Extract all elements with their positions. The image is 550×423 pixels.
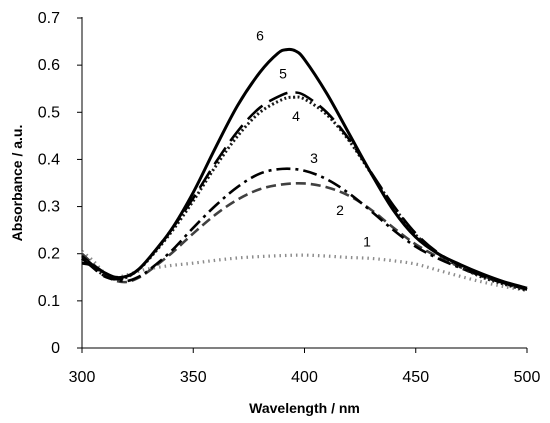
x-tick-label: 300 — [69, 369, 96, 386]
y-tick-label: 0.2 — [38, 246, 60, 263]
y-axis-ticks: 0 0.1 0.2 0.3 0.4 0.5 0.6 0.7 — [38, 10, 82, 357]
x-axis-ticks: 300 350 400 450 500 — [69, 348, 541, 386]
series-line-3 — [81, 167, 528, 291]
curve-labels: 1 2 3 4 5 6 — [256, 28, 371, 250]
curve-label-6: 6 — [256, 28, 264, 44]
series-line-2 — [81, 181, 528, 291]
x-axis-title: Wavelength / nm — [249, 400, 360, 416]
y-tick-label: 0.6 — [38, 57, 60, 74]
series-layer — [80, 47, 528, 293]
y-tick-label: 0.5 — [38, 104, 60, 121]
y-tick-label: 0.4 — [38, 151, 60, 168]
x-tick-label: 500 — [514, 369, 541, 386]
curve-label-1: 1 — [363, 234, 371, 250]
x-tick-label: 350 — [180, 369, 207, 386]
series-line-5 — [81, 91, 528, 291]
y-tick-label: 0.3 — [38, 199, 60, 216]
y-axis-title: Absorbance / a.u. — [9, 125, 25, 242]
y-tick-label: 0 — [51, 340, 60, 357]
series-line-4 — [81, 95, 528, 292]
curve-label-5: 5 — [279, 65, 287, 81]
curve-label-2: 2 — [336, 202, 344, 218]
y-tick-label: 0.1 — [38, 293, 60, 310]
curve-label-3: 3 — [310, 150, 318, 166]
curve-label-4: 4 — [292, 108, 300, 124]
y-tick-label: 0.7 — [38, 10, 60, 27]
x-tick-label: 400 — [291, 369, 318, 386]
x-tick-label: 450 — [402, 369, 429, 386]
series-line-6 — [81, 47, 528, 290]
